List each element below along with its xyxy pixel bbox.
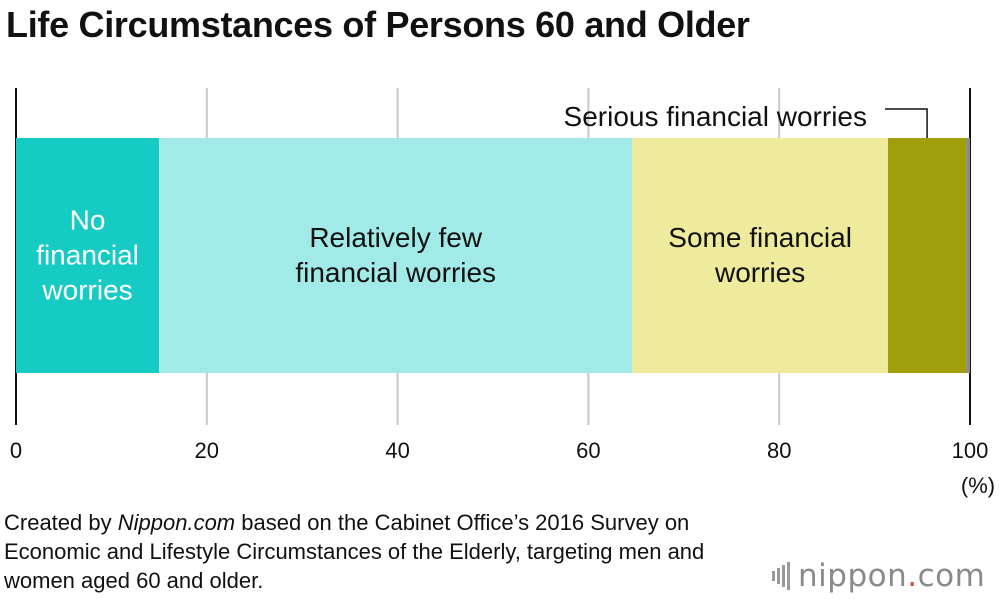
x-tick-label: 60 xyxy=(576,438,600,463)
segment-label-line: worries xyxy=(41,275,132,306)
logo-dot: . xyxy=(907,558,918,594)
bar-segment xyxy=(887,138,967,373)
x-tick-label: 20 xyxy=(195,438,219,463)
bar-segment xyxy=(16,138,160,373)
callout-label: Serious financial worries xyxy=(564,101,867,132)
x-tick-label: 100 xyxy=(952,438,989,463)
segment-label-line: No xyxy=(70,205,106,236)
bar-segment xyxy=(632,138,888,373)
source-site: Nippon.com xyxy=(117,510,236,535)
logo-text: nippon.com xyxy=(798,558,985,594)
x-tick-label: 80 xyxy=(767,438,791,463)
x-unit-label: (%) xyxy=(961,473,995,498)
segment-label: Relatively few financial worries xyxy=(295,222,496,288)
nippon-mark-icon xyxy=(772,562,790,590)
chart-title: Life Circumstances of Persons 60 and Old… xyxy=(6,4,750,45)
bar-segment xyxy=(159,138,633,373)
nippon-logo: nippon.com xyxy=(772,556,985,596)
source-prefix: Created by xyxy=(4,510,118,535)
segment-label: Some financial worries xyxy=(668,222,852,288)
x-tick-label: 40 xyxy=(385,438,409,463)
segment-label-line: worries xyxy=(714,257,805,288)
source-note: Created by Nippon.com based on the Cabin… xyxy=(4,508,724,595)
logo-name: nippon xyxy=(798,558,908,594)
x-tick-label: 0 xyxy=(10,438,22,463)
callout-leader xyxy=(885,108,928,138)
bar-segment xyxy=(966,138,970,373)
logo-tld: com xyxy=(917,558,986,594)
segment-label-line: Relatively few xyxy=(309,222,483,253)
segment-label-line: financial xyxy=(36,240,139,271)
segment-label-line: Some financial xyxy=(668,222,852,253)
source-suffix: based on the Cabinet Office’s 2016 Surve… xyxy=(4,510,705,593)
segment-label-line: financial worries xyxy=(295,257,496,288)
segment-label: No financial worries xyxy=(36,205,139,306)
